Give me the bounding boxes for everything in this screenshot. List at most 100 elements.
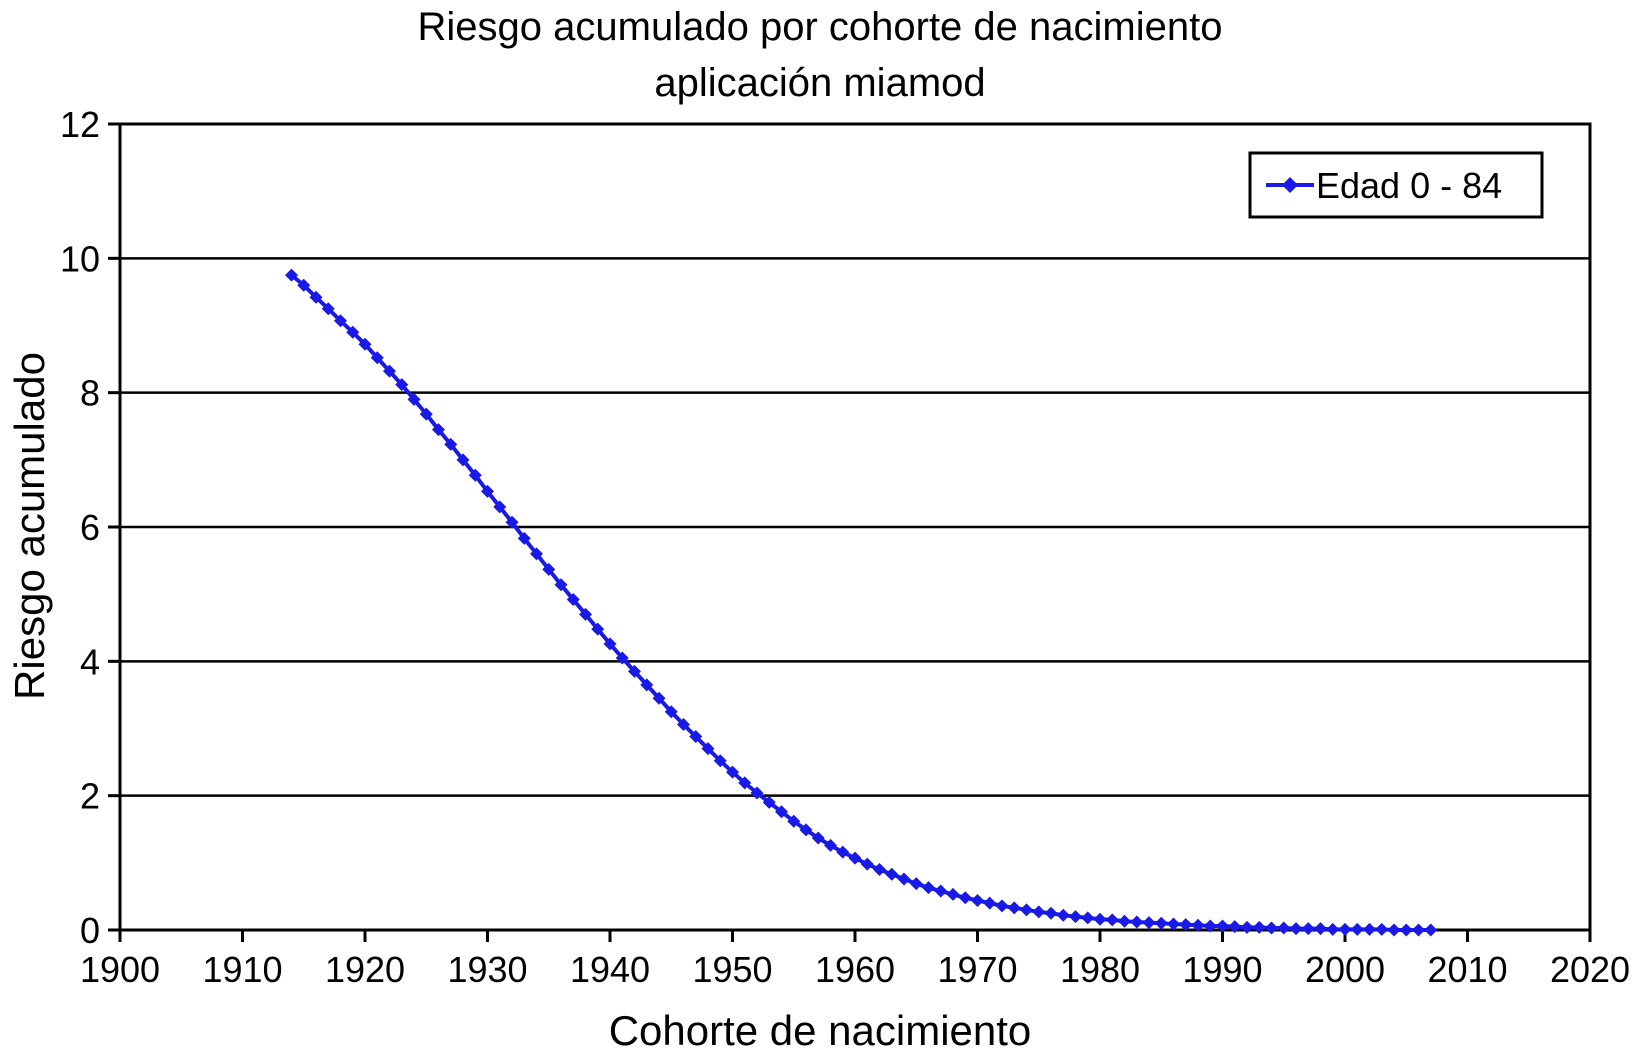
data-point — [677, 717, 690, 731]
x-tick-label: 1900 — [80, 949, 160, 990]
data-point — [1203, 919, 1217, 933]
data-point — [689, 730, 703, 744]
data-point — [1301, 922, 1315, 936]
data-point — [983, 896, 997, 910]
data-point — [1265, 921, 1278, 935]
data-point — [1069, 910, 1082, 924]
data-point — [591, 622, 605, 636]
data-point — [958, 891, 972, 905]
data-point — [1044, 906, 1058, 920]
data-point — [1020, 903, 1033, 917]
data-point — [922, 881, 935, 895]
data-point — [995, 899, 1009, 913]
data-point — [1118, 914, 1131, 928]
data-point — [395, 378, 409, 392]
data-point — [1130, 915, 1144, 929]
data-point — [824, 838, 837, 852]
data-point — [726, 765, 739, 779]
data-point — [603, 637, 617, 651]
data-point — [873, 863, 886, 877]
data-point — [1142, 916, 1156, 930]
x-tick-label: 1960 — [815, 949, 895, 990]
data-point — [1228, 920, 1242, 934]
y-axis-label: Riesgo acumulado — [6, 352, 53, 700]
y-tick-label: 4 — [80, 641, 100, 682]
data-point — [346, 325, 360, 339]
data-point — [321, 302, 335, 316]
legend-marker — [1282, 177, 1298, 193]
data-point — [1277, 921, 1291, 935]
data-point — [1424, 923, 1438, 937]
data-point — [799, 823, 813, 837]
data-point — [615, 651, 629, 665]
data-point — [554, 578, 568, 592]
data-point — [579, 607, 592, 621]
x-tick-label: 1910 — [202, 949, 282, 990]
data-point — [1167, 917, 1180, 931]
data-point — [1326, 922, 1340, 936]
data-point — [811, 831, 825, 845]
data-point — [481, 484, 494, 498]
x-tick-label: 1950 — [692, 949, 772, 990]
data-point — [334, 314, 347, 328]
chart-title: Riesgo acumulado por cohorte de nacimien… — [418, 5, 1223, 49]
data-point — [1081, 911, 1095, 925]
data-point — [897, 872, 911, 886]
series-line — [290, 273, 1431, 932]
data-point — [628, 664, 641, 678]
data-point — [358, 337, 372, 351]
data-point — [1338, 922, 1352, 936]
series-layer — [285, 268, 1438, 937]
chart-subtitle: aplicación miamod — [654, 61, 985, 105]
data-point — [909, 877, 923, 891]
data-point — [1191, 918, 1205, 932]
data-point — [517, 531, 531, 545]
x-tick-label: 2020 — [1550, 949, 1630, 990]
legend-label: Edad 0 - 84 — [1316, 165, 1502, 206]
y-tick-label: 0 — [80, 910, 100, 951]
data-point — [1154, 916, 1168, 930]
data-point — [1350, 922, 1364, 936]
data-point — [1252, 920, 1266, 934]
y-tick-label: 10 — [60, 238, 100, 279]
data-point — [468, 468, 482, 482]
data-point — [1289, 922, 1303, 936]
data-point — [1399, 923, 1413, 937]
y-tick-label: 8 — [80, 373, 100, 414]
grid-lines — [120, 257, 1590, 797]
data-point — [407, 392, 421, 406]
legend: Edad 0 - 84 — [1248, 151, 1544, 219]
data-point — [285, 268, 298, 282]
data-point — [542, 562, 556, 576]
y-tick-label: 2 — [80, 776, 100, 817]
data-point — [848, 851, 862, 865]
data-point — [934, 884, 948, 898]
data-point — [1056, 908, 1070, 922]
data-point — [1240, 920, 1254, 934]
data-point — [1387, 923, 1401, 937]
data-point — [713, 754, 727, 768]
data-point — [370, 351, 384, 365]
data-point — [456, 453, 470, 467]
x-tick-label: 1990 — [1182, 949, 1262, 990]
data-point — [432, 423, 445, 437]
x-tick-label: 1980 — [1060, 949, 1140, 990]
x-tick-label: 1970 — [937, 949, 1017, 990]
data-point — [762, 795, 776, 809]
y-tick-label: 12 — [60, 104, 100, 145]
data-point — [640, 678, 654, 692]
data-point — [566, 593, 580, 607]
data-point — [664, 705, 678, 719]
data-point — [297, 278, 311, 292]
data-point — [419, 407, 433, 421]
data-point — [1105, 913, 1119, 927]
data-point — [1093, 912, 1107, 926]
data-point — [738, 776, 752, 790]
data-point — [530, 547, 543, 561]
data-point — [652, 691, 666, 705]
data-point — [309, 290, 323, 304]
data-point — [1179, 918, 1193, 932]
data-point — [493, 500, 507, 514]
data-point — [505, 515, 519, 529]
